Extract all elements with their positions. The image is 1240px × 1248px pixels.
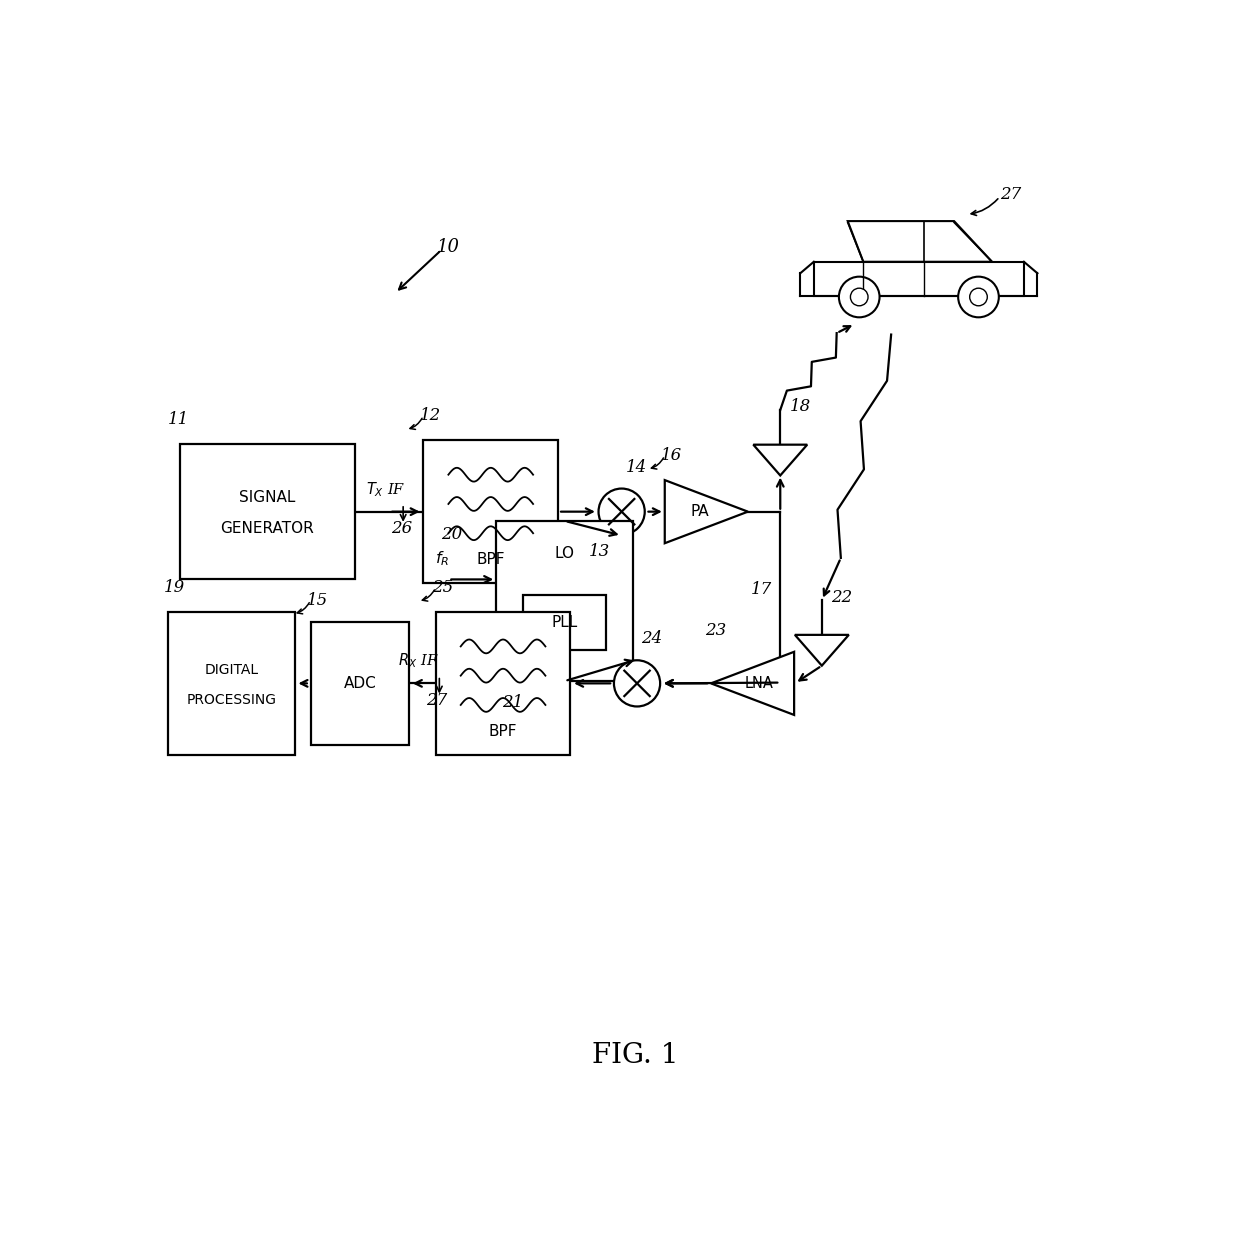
Polygon shape [795, 635, 849, 665]
Text: $T_X$ IF: $T_X$ IF [366, 480, 405, 498]
Text: $f_R$: $f_R$ [435, 549, 449, 568]
Text: PA: PA [691, 504, 709, 519]
Text: ADC: ADC [343, 676, 376, 691]
Text: 25: 25 [432, 579, 453, 597]
Polygon shape [711, 651, 794, 715]
Text: 27: 27 [427, 691, 448, 709]
Circle shape [959, 277, 998, 317]
FancyBboxPatch shape [523, 595, 606, 650]
Text: LO: LO [554, 545, 574, 560]
Polygon shape [665, 480, 748, 543]
Text: 17: 17 [751, 582, 773, 598]
Circle shape [839, 277, 879, 317]
Text: GENERATOR: GENERATOR [221, 522, 314, 537]
Text: PROCESSING: PROCESSING [186, 694, 277, 708]
Polygon shape [848, 221, 992, 262]
Circle shape [970, 288, 987, 306]
Text: FIG. 1: FIG. 1 [593, 1042, 678, 1068]
Text: 21: 21 [502, 694, 523, 711]
Text: 19: 19 [164, 579, 185, 597]
FancyBboxPatch shape [310, 622, 409, 745]
Text: 16: 16 [661, 447, 682, 464]
Text: 18: 18 [790, 398, 811, 414]
Circle shape [851, 288, 868, 306]
Text: 26: 26 [391, 520, 412, 537]
FancyBboxPatch shape [496, 520, 634, 681]
Polygon shape [813, 262, 1024, 296]
Text: BPF: BPF [489, 724, 517, 739]
FancyBboxPatch shape [167, 613, 295, 755]
Text: $R_X$ IF: $R_X$ IF [398, 651, 439, 670]
Text: 12: 12 [419, 407, 440, 424]
Text: 11: 11 [169, 411, 190, 428]
Text: BPF: BPF [476, 552, 505, 567]
Text: 15: 15 [306, 592, 327, 609]
Text: 13: 13 [589, 543, 610, 560]
FancyBboxPatch shape [180, 444, 355, 579]
Text: 22: 22 [831, 589, 852, 607]
Text: SIGNAL: SIGNAL [239, 490, 295, 505]
Text: 24: 24 [641, 630, 662, 648]
Text: DIGITAL: DIGITAL [205, 663, 258, 676]
Text: 14: 14 [625, 458, 647, 475]
Text: 10: 10 [436, 238, 460, 256]
FancyBboxPatch shape [435, 613, 570, 755]
Text: LNA: LNA [744, 676, 773, 691]
Circle shape [599, 488, 645, 534]
Text: 27: 27 [999, 186, 1021, 203]
Circle shape [614, 660, 660, 706]
FancyBboxPatch shape [423, 441, 558, 583]
Text: 20: 20 [440, 527, 463, 543]
Text: PLL: PLL [552, 615, 578, 630]
Text: 23: 23 [704, 622, 727, 639]
Polygon shape [754, 444, 807, 475]
